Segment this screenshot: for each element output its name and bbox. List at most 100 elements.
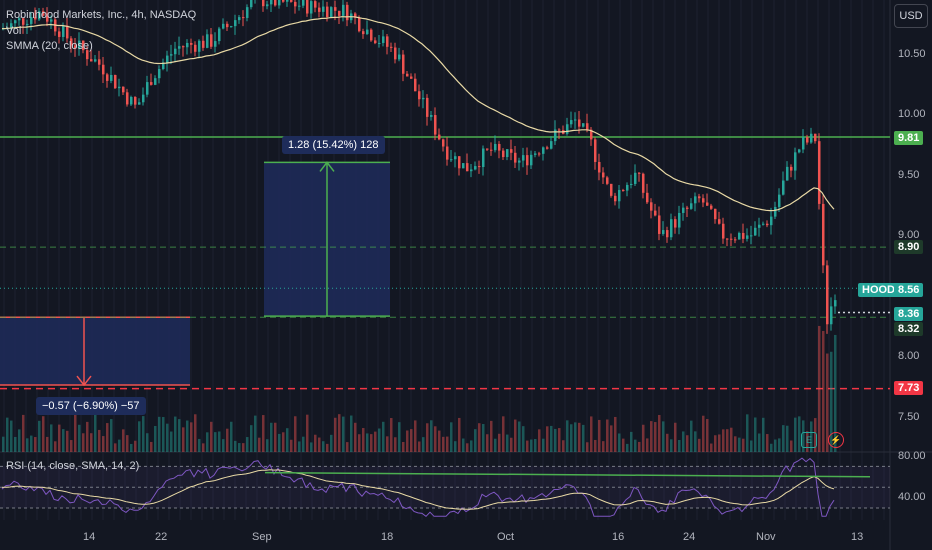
candle-body — [374, 40, 377, 44]
rsi-sma-line — [1, 469, 835, 510]
volume-bar — [158, 416, 161, 452]
candle-body — [298, 5, 301, 7]
candle-body — [430, 115, 433, 117]
volume-bar — [134, 440, 137, 452]
volume-bar — [682, 431, 685, 452]
volume-bar — [602, 441, 605, 452]
volume-bar — [730, 427, 733, 452]
price-tag-9-81: 9.81 — [894, 131, 924, 145]
volume-bar — [114, 443, 117, 452]
volume-bar — [350, 415, 353, 452]
candle-body — [142, 94, 145, 103]
volume-bar — [610, 425, 613, 452]
candle-body — [318, 7, 321, 12]
price-tick: 8.00 — [898, 350, 920, 362]
candle-body — [434, 115, 437, 135]
volume-bar — [58, 424, 61, 452]
candle-body — [438, 134, 441, 140]
candle-body — [34, 17, 37, 20]
candle-body — [394, 47, 397, 60]
candle-body — [150, 82, 153, 85]
volume-bar — [798, 416, 801, 452]
candle-body — [114, 74, 117, 89]
volume-bar — [830, 351, 833, 452]
volume-bar — [54, 441, 57, 452]
candle-body — [486, 148, 489, 150]
candle-body — [590, 129, 593, 140]
volume-bar — [406, 430, 409, 452]
price-tick: 9.50 — [898, 169, 920, 181]
candle-body — [110, 74, 113, 81]
volume-bar — [386, 436, 389, 452]
candle-body — [234, 20, 237, 27]
candle-body — [366, 29, 369, 35]
volume-bar — [222, 439, 225, 452]
volume-bar — [238, 443, 241, 452]
volume-bar — [526, 440, 529, 452]
volume-bar — [250, 425, 253, 452]
volume-bar — [542, 438, 545, 452]
volume-bar — [86, 421, 89, 452]
candle-body — [334, 7, 337, 11]
volume-bar — [182, 427, 185, 452]
candle-body — [614, 195, 617, 202]
volume-bar — [802, 420, 805, 452]
candle-body — [726, 238, 729, 240]
candle-body — [402, 54, 405, 74]
ticker-tag-hood: HOOD — [858, 283, 899, 297]
volume-bar — [10, 420, 13, 452]
volume-bar — [354, 422, 357, 452]
candle-body — [118, 86, 121, 89]
volume-bar — [550, 425, 553, 452]
split-icon[interactable]: ⚡ — [828, 432, 844, 448]
volume-bar — [710, 443, 713, 452]
candle-body — [698, 196, 701, 199]
candle-body — [770, 216, 773, 226]
volume-bar — [230, 421, 233, 452]
measure-down-label[interactable]: −0.57 (−6.90%) −57 — [36, 397, 146, 415]
price-tick: 10.00 — [898, 108, 926, 120]
volume-bar — [834, 334, 837, 452]
volume-bar — [90, 433, 93, 452]
candle-body — [50, 19, 53, 22]
candle-body — [526, 155, 529, 166]
candle-body — [654, 210, 657, 216]
volume-bar — [586, 442, 589, 452]
candle-body — [582, 123, 585, 127]
candle-body — [134, 96, 137, 105]
volume-bar — [458, 417, 461, 452]
volume-bar — [38, 420, 41, 452]
candle-body — [778, 194, 781, 207]
candle-body — [746, 235, 749, 239]
volume-bar — [394, 437, 397, 452]
volume-bar — [346, 442, 349, 452]
earnings-icon[interactable]: E — [801, 432, 817, 448]
volume-bar — [22, 414, 25, 452]
volume-bar — [398, 422, 401, 452]
volume-bar — [670, 439, 673, 452]
volume-bar — [214, 432, 217, 452]
volume-bar — [494, 438, 497, 452]
candle-body — [490, 149, 493, 151]
volume-bar — [646, 438, 649, 452]
measure-up-label[interactable]: 1.28 (15.42%) 128 — [282, 136, 385, 154]
volume-bar — [734, 436, 737, 452]
candle-body — [174, 48, 177, 55]
candle-body — [154, 78, 157, 85]
candle-body — [398, 54, 401, 60]
volume-bar — [790, 440, 793, 452]
candle-body — [666, 230, 669, 238]
volume-bar — [202, 443, 205, 452]
candle-body — [806, 137, 809, 143]
rsi-line — [1, 457, 835, 517]
candle-body — [262, 0, 265, 7]
candle-body — [542, 147, 545, 154]
candle-body — [182, 46, 185, 48]
volume-bar — [286, 428, 289, 452]
volume-bar — [70, 440, 73, 452]
currency-button[interactable]: USD — [894, 4, 928, 28]
volume-bar — [358, 434, 361, 452]
candle-body — [302, 0, 305, 6]
